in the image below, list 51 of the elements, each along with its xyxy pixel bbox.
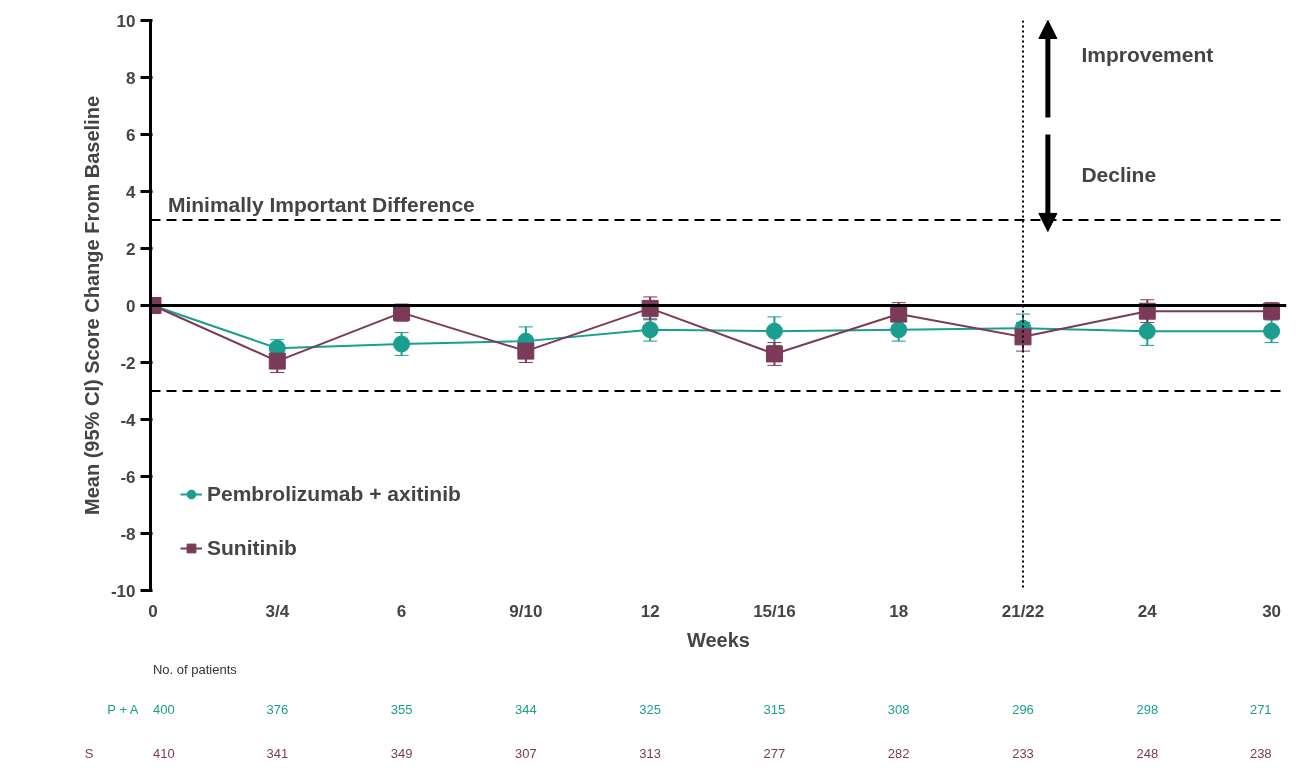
text: 233 bbox=[1012, 746, 1034, 761]
x-tick-label: 18 bbox=[889, 601, 909, 621]
text: 344 bbox=[515, 702, 537, 717]
text: 315 bbox=[763, 702, 786, 717]
x-tick-label: 9/10 bbox=[509, 601, 543, 621]
x-tick-label: 15/16 bbox=[753, 601, 796, 621]
text: 282 bbox=[887, 746, 910, 761]
y-tick-label: -4 bbox=[120, 410, 137, 430]
text: P + A bbox=[107, 702, 139, 717]
x-tick-label: 3/4 bbox=[265, 601, 290, 621]
text: S bbox=[84, 746, 94, 761]
x-tick-label: 12 bbox=[640, 601, 660, 621]
y-tick-label: 4 bbox=[126, 182, 137, 202]
y-tick-label: 2 bbox=[126, 239, 136, 259]
y-tick-label: -10 bbox=[110, 581, 136, 601]
y-tick-label: 0 bbox=[126, 296, 136, 316]
text: 341 bbox=[266, 746, 289, 761]
y-tick-label: -6 bbox=[120, 467, 136, 487]
y-tick-label: 8 bbox=[126, 68, 136, 88]
text: 271 bbox=[1249, 702, 1272, 717]
text: 308 bbox=[887, 702, 910, 717]
text: 410 bbox=[152, 746, 175, 761]
text: No. of patients bbox=[152, 662, 238, 677]
annotation: Improvement bbox=[1081, 43, 1214, 67]
text: 248 bbox=[1136, 746, 1159, 761]
x-tick-label: 24 bbox=[1137, 601, 1158, 621]
text: 296 bbox=[1012, 702, 1034, 717]
legend-label: Pembrolizumab + axitinib bbox=[207, 482, 461, 506]
text: 298 bbox=[1136, 702, 1159, 717]
x-tick-label: 6 bbox=[396, 601, 407, 621]
text: 277 bbox=[763, 746, 786, 761]
y-tick-label: 6 bbox=[126, 125, 136, 145]
ref-line-label: Minimally Important Difference bbox=[167, 193, 475, 216]
legend-label: Sunitinib bbox=[207, 536, 297, 560]
text: 307 bbox=[515, 746, 537, 761]
y-tick-label: -2 bbox=[120, 353, 136, 373]
text: 376 bbox=[266, 702, 289, 717]
x-tick-label: 21/22 bbox=[1001, 601, 1045, 621]
y-tick-label: -8 bbox=[120, 524, 136, 544]
x-tick-label: 30 bbox=[1262, 601, 1282, 621]
text: 355 bbox=[390, 702, 413, 717]
x-tick-label: 0 bbox=[148, 601, 158, 621]
x-axis-title: Weeks bbox=[687, 628, 751, 651]
text: 325 bbox=[639, 702, 661, 717]
y-tick-label: 10 bbox=[116, 11, 136, 31]
y-axis-title: Mean (95% CI) Score Change From Baseline bbox=[80, 95, 103, 515]
annotation: Decline bbox=[1081, 162, 1157, 186]
text: 349 bbox=[390, 746, 413, 761]
text: 313 bbox=[639, 746, 661, 761]
text: 238 bbox=[1249, 746, 1272, 761]
text: 400 bbox=[152, 702, 175, 717]
